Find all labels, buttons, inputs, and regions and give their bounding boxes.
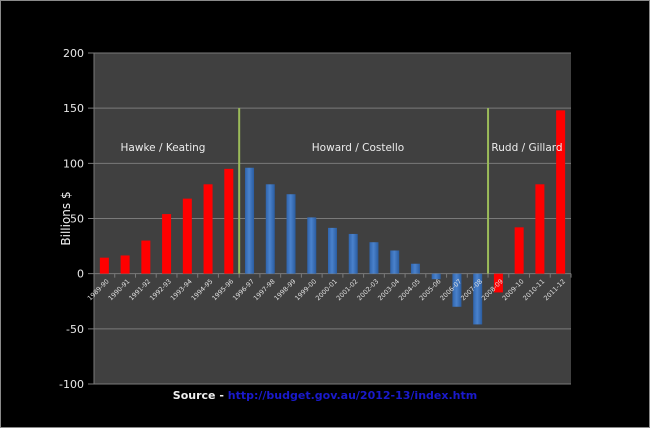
bar-2009-10: [514, 227, 524, 274]
bar-2010-11: [535, 184, 545, 274]
bar-1991-92: [141, 240, 151, 274]
bar-2008-09: [493, 273, 503, 293]
bar-2007-08: [473, 273, 483, 325]
bar-2005-06: [431, 273, 441, 280]
y-tick-label: 100: [63, 157, 84, 170]
bar-2002-03: [369, 242, 379, 274]
y-tick-label: 200: [63, 47, 84, 60]
y-tick-label: -50: [66, 323, 84, 336]
y-tick-label: 50: [70, 213, 84, 226]
y-tick-label: 150: [63, 102, 84, 115]
y-axis-title: Billions $: [59, 191, 73, 245]
bar-1993-94: [182, 198, 192, 274]
bar-2003-04: [390, 250, 400, 274]
bar-1996-97: [245, 167, 255, 274]
bar-2011-12: [556, 110, 566, 274]
government-label: Rudd / Gillard: [491, 142, 562, 154]
bar-2006-07: [452, 273, 462, 307]
y-tick-label: -100: [59, 378, 84, 391]
bar-2000-01: [328, 227, 337, 274]
bar-1990-91: [120, 255, 130, 274]
bar-1995-96: [224, 168, 234, 274]
bar-1997-98: [265, 184, 275, 274]
bar-2001-02: [348, 233, 358, 274]
bar-1992-93: [162, 214, 172, 274]
y-tick-label: 0: [77, 268, 84, 281]
bar-1989-90: [99, 257, 109, 274]
source-label: Source -: [172, 389, 228, 402]
bar-1999-00: [307, 217, 317, 274]
government-label: Howard / Costello: [312, 142, 404, 154]
source-link[interactable]: http://budget.gov.au/2012-13/index.htm: [227, 389, 478, 402]
source-line: Source - http://budget.gov.au/2012-13/in…: [0, 389, 650, 402]
bar-2004-05: [410, 263, 420, 274]
government-label: Hawke / Keating: [121, 142, 206, 154]
bar-1994-95: [203, 184, 213, 274]
bar-1998-99: [286, 194, 296, 274]
